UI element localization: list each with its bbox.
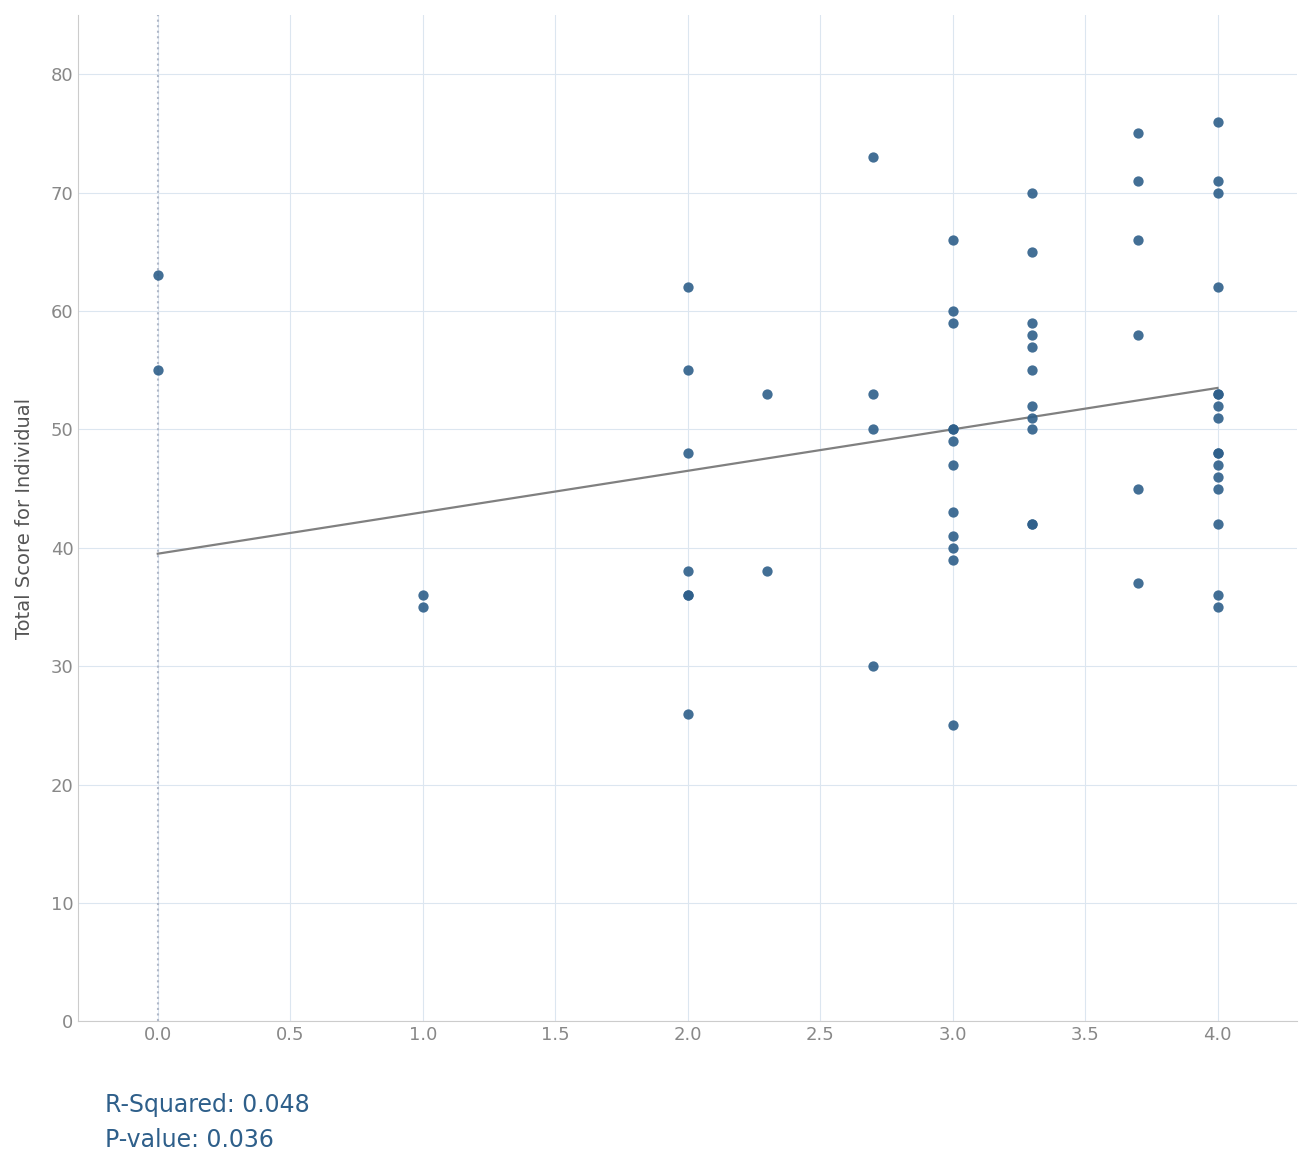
Point bbox=[942, 539, 963, 558]
Point bbox=[1207, 443, 1228, 462]
Y-axis label: Total Score for Individual: Total Score for Individual bbox=[14, 398, 34, 639]
Point bbox=[942, 420, 963, 439]
Point bbox=[862, 384, 883, 403]
Point bbox=[942, 503, 963, 521]
Point bbox=[1022, 242, 1043, 261]
Point bbox=[1207, 384, 1228, 403]
Point bbox=[1207, 468, 1228, 487]
Point bbox=[1127, 230, 1148, 249]
Point bbox=[412, 585, 433, 604]
Point bbox=[1022, 326, 1043, 345]
Point bbox=[1022, 409, 1043, 427]
Point bbox=[677, 562, 698, 581]
Point bbox=[1207, 514, 1228, 533]
Point bbox=[1127, 480, 1148, 498]
Point bbox=[412, 597, 433, 616]
Point bbox=[147, 361, 168, 379]
Point bbox=[862, 148, 883, 166]
Point bbox=[1207, 183, 1228, 201]
Point bbox=[1127, 326, 1148, 345]
Point bbox=[942, 551, 963, 569]
Point bbox=[1127, 125, 1148, 143]
Point bbox=[1207, 443, 1228, 462]
Point bbox=[1022, 514, 1043, 533]
Point bbox=[942, 716, 963, 734]
Point bbox=[942, 230, 963, 249]
Point bbox=[942, 526, 963, 545]
Point bbox=[1207, 397, 1228, 416]
Point bbox=[1022, 183, 1043, 201]
Point bbox=[862, 656, 883, 675]
Point bbox=[677, 585, 698, 604]
Point bbox=[1127, 171, 1148, 190]
Point bbox=[677, 278, 698, 297]
Text: R-Squared: 0.048: R-Squared: 0.048 bbox=[105, 1093, 310, 1116]
Point bbox=[1022, 420, 1043, 439]
Point bbox=[1207, 384, 1228, 403]
Point bbox=[147, 267, 168, 285]
Point bbox=[1127, 574, 1148, 592]
Point bbox=[1022, 361, 1043, 379]
Point bbox=[1022, 397, 1043, 416]
Point bbox=[1207, 480, 1228, 498]
Point bbox=[942, 313, 963, 332]
Point bbox=[757, 384, 778, 403]
Point bbox=[1022, 514, 1043, 533]
Point bbox=[1022, 338, 1043, 356]
Point bbox=[942, 455, 963, 474]
Point bbox=[677, 585, 698, 604]
Point bbox=[1207, 585, 1228, 604]
Point bbox=[1022, 313, 1043, 332]
Point bbox=[1207, 455, 1228, 474]
Point bbox=[1207, 278, 1228, 297]
Point bbox=[942, 420, 963, 439]
Point bbox=[1207, 112, 1228, 130]
Text: P-value: 0.036: P-value: 0.036 bbox=[105, 1128, 274, 1151]
Point bbox=[757, 562, 778, 581]
Point bbox=[942, 301, 963, 320]
Point bbox=[1207, 409, 1228, 427]
Point bbox=[677, 704, 698, 723]
Point bbox=[677, 361, 698, 379]
Point bbox=[942, 432, 963, 450]
Point bbox=[677, 443, 698, 462]
Point bbox=[862, 420, 883, 439]
Point bbox=[1207, 597, 1228, 616]
Point bbox=[1207, 171, 1228, 190]
